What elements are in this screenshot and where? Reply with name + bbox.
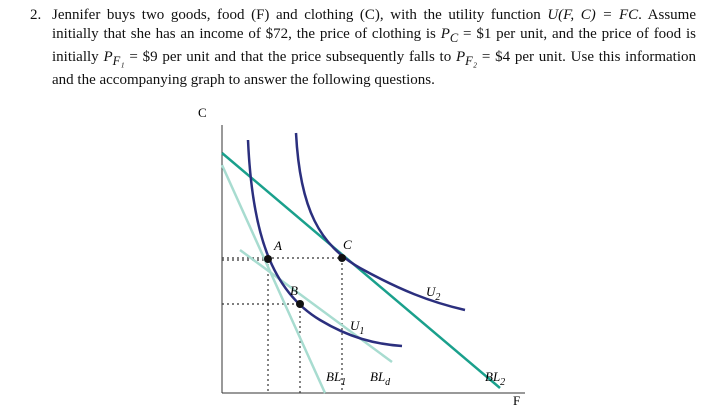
point-label: A xyxy=(273,238,282,253)
math: P xyxy=(455,49,466,65)
question-number: 2. xyxy=(30,7,42,23)
x-axis-label: F xyxy=(513,393,520,408)
math: P xyxy=(440,26,450,42)
point-label: C xyxy=(343,237,352,252)
label-base: BL xyxy=(370,369,385,384)
label-sub: d xyxy=(385,377,391,388)
question-body: Jennifer buys two goods, food (F) and cl… xyxy=(52,6,696,90)
label-sub: 2 xyxy=(435,292,440,303)
curve-label: U2 xyxy=(426,284,440,303)
math: P xyxy=(103,49,113,65)
math-subscript: F₁ xyxy=(112,54,125,68)
budget-line-2 xyxy=(221,152,501,389)
guides xyxy=(222,257,343,393)
text: Jennifer buys two goods, food (F) and cl… xyxy=(52,7,548,23)
curve-label: BL2 xyxy=(485,369,505,388)
label-base: U xyxy=(426,284,437,299)
question: 2. Jennifer buys two goods, food (F) and… xyxy=(30,6,696,90)
curve-label: U1 xyxy=(350,318,364,337)
text: . Assume initially that she has an incom… xyxy=(52,7,696,42)
math-subscript: F₂ xyxy=(465,54,478,68)
label-base: BL xyxy=(485,369,500,384)
math-subscript: C xyxy=(449,31,459,45)
indifference-curve-1 xyxy=(246,139,403,348)
curve-label: BLd xyxy=(370,369,391,388)
point-c xyxy=(338,254,346,262)
text: = $4 per unit. Use this information and … xyxy=(52,49,697,88)
y-axis-label: C xyxy=(198,105,207,120)
point-label: B xyxy=(290,283,298,298)
text: = $9 per unit and that the price subsequ… xyxy=(124,49,456,65)
point-b xyxy=(296,300,304,308)
math: U(F, C) = FC xyxy=(547,7,639,23)
indifference-curve-2 xyxy=(294,132,466,312)
text: = $1 per unit, and the price of food is … xyxy=(52,26,696,65)
budget-line-d xyxy=(239,248,393,364)
curve-label: BL1 xyxy=(326,369,346,388)
budget-line-1 xyxy=(220,164,327,394)
label-sub: 2 xyxy=(500,377,505,388)
label-sub: 1 xyxy=(341,377,346,388)
point-a xyxy=(264,255,272,263)
label-base: U xyxy=(350,318,361,333)
label-base: BL xyxy=(326,369,341,384)
label-sub: 1 xyxy=(359,326,364,337)
